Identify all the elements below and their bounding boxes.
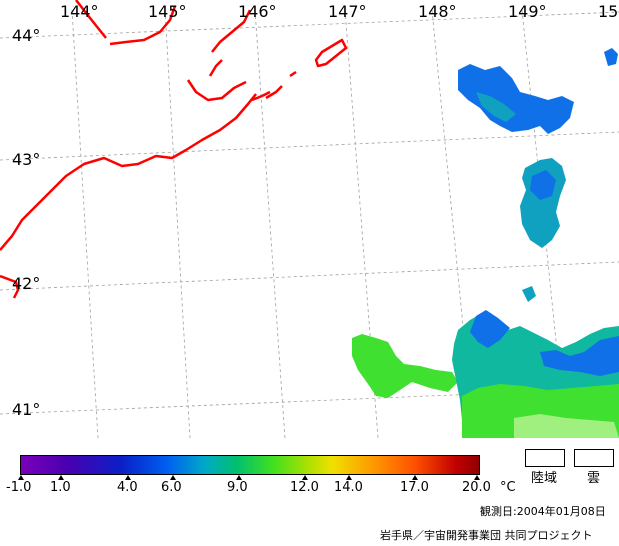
observation-date: 観測日:2004年01月08日	[480, 505, 606, 518]
longitude-label: 149°	[508, 2, 547, 21]
colorbar-tick	[125, 475, 131, 480]
latitude-label: 41°	[12, 400, 41, 419]
sst-patches-south	[352, 310, 619, 438]
colorbar-tick	[302, 475, 308, 480]
colorbar-tick	[58, 475, 64, 480]
cloud-legend-label: 雲	[587, 471, 601, 486]
colorbar-tick-label: 1.0	[50, 480, 71, 495]
colorbar-unit: °C	[500, 480, 516, 495]
colorbar-tick-label: 20.0	[462, 480, 491, 495]
coastline	[0, 0, 348, 299]
cloud-legend-box	[574, 449, 614, 467]
colorbar-tick-label: 17.0	[400, 480, 429, 495]
longitude-label: 144°	[60, 2, 99, 21]
colorbar-tick-label: 14.0	[334, 480, 363, 495]
latitude-label: 44°	[12, 26, 41, 45]
colorbar-tick	[346, 475, 352, 480]
colorbar-tick	[474, 475, 480, 480]
longitude-label: 147°	[328, 2, 367, 21]
sst-patches-north	[458, 48, 618, 302]
credit-text: 岩手県／宇宙開発事業団 共同プロジェクト	[380, 529, 593, 542]
sst-map	[0, 0, 619, 438]
longitude-label: 148°	[418, 2, 457, 21]
longitude-label: 145°	[148, 2, 187, 21]
colorbar-tick-label: -1.0	[6, 480, 32, 495]
colorbar-tick	[18, 475, 24, 480]
colorbar-tick	[412, 475, 418, 480]
colorbar-tick-label: 12.0	[290, 480, 319, 495]
latitude-label: 43°	[12, 150, 41, 169]
colorbar-tick-label: 9.0	[227, 480, 248, 495]
land-legend-box	[525, 449, 565, 467]
colorbar-tick	[236, 475, 242, 480]
land-legend-label: 陸域	[531, 471, 558, 486]
longitude-label: 146°	[238, 2, 277, 21]
colorbar-tick-label: 6.0	[161, 480, 182, 495]
latitude-label: 42°	[12, 274, 41, 293]
temperature-colorbar	[20, 455, 480, 475]
colorbar-tick-label: 4.0	[117, 480, 138, 495]
colorbar-tick	[170, 475, 176, 480]
longitude-label: 15	[598, 2, 619, 21]
